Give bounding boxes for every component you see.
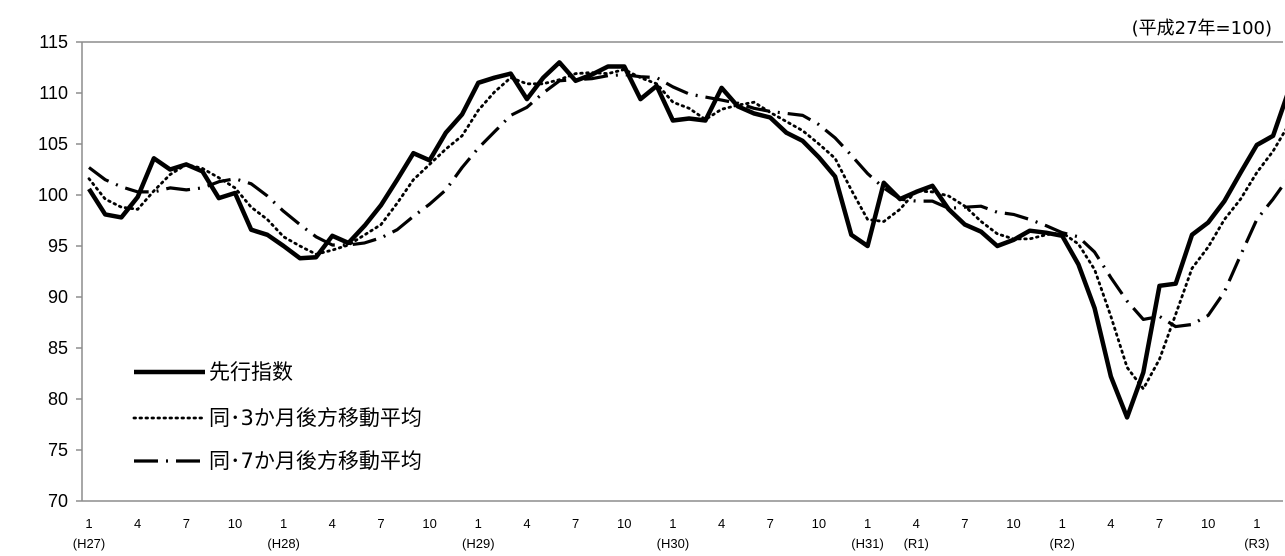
series-line-dotted: [87, 68, 1285, 391]
x-tick-label: 1: [475, 516, 482, 531]
x-tick-label: 4: [134, 516, 141, 531]
x-tick-label: 10: [228, 516, 242, 531]
x-tick-label: 7: [572, 516, 579, 531]
x-tick-label: 7: [183, 516, 190, 531]
plot-frame: [81, 41, 1283, 502]
x-era-label: (R3): [1244, 536, 1269, 551]
x-tick-label: 4: [329, 516, 336, 531]
x-era-label: (R2): [1050, 536, 1075, 551]
x-tick-label: 4: [718, 516, 725, 531]
x-tick-label: 10: [617, 516, 631, 531]
x-tick-label: 10: [1201, 516, 1215, 531]
x-axis: 1 4 7 10 1 4 7 10 1 4 7 10 1 4 7 10 1 4 7 10 1 4 7 10 1 (H27) (H28…: [73, 516, 1270, 551]
series-line-dashdot: [88, 72, 1285, 329]
y-tick-label: 100: [38, 185, 68, 205]
x-era-label: (R1): [904, 536, 929, 551]
x-era-label: (H30): [657, 536, 690, 551]
y-axis: 70 75 80 85 90 95 100 105 110 115: [38, 32, 82, 511]
x-tick-label: 4: [913, 516, 920, 531]
x-tick-label: 1: [85, 516, 92, 531]
x-tick-label: 4: [1107, 516, 1114, 531]
y-tick-label: 90: [48, 287, 68, 307]
x-era-label: (H27): [73, 536, 106, 551]
x-tick-label: 4: [523, 516, 530, 531]
x-tick-label: 1: [1253, 516, 1260, 531]
y-tick-label: 95: [48, 236, 68, 256]
x-era-label: (H29): [462, 536, 495, 551]
y-tick-label: 105: [38, 134, 68, 154]
x-era-label: (H28): [267, 536, 300, 551]
x-tick-label: 7: [1156, 516, 1163, 531]
x-tick-label: 1: [1059, 516, 1066, 531]
y-tick-label: 115: [39, 32, 68, 52]
y-tick-label: 80: [48, 389, 68, 409]
series-layer: [87, 60, 1285, 420]
x-tick-label: 1: [864, 516, 871, 531]
y-tick-label: 75: [48, 440, 68, 460]
x-tick-label: 1: [669, 516, 676, 531]
x-tick-label: 7: [767, 516, 774, 531]
x-tick-label: 1: [280, 516, 287, 531]
x-tick-label: 7: [377, 516, 384, 531]
x-tick-label: 10: [422, 516, 436, 531]
legend-label: 同･3か月後方移動平均: [209, 406, 422, 430]
x-era-label: (H31): [851, 536, 884, 551]
legend-label: 同･7か月後方移動平均: [209, 449, 422, 473]
y-tick-label: 110: [39, 83, 68, 103]
series-line-solid: [87, 60, 1285, 420]
y-tick-label: 70: [48, 491, 68, 511]
x-tick-label: 10: [1006, 516, 1020, 531]
unit-note: (平成27年=100): [1132, 18, 1272, 39]
x-tick-label: 10: [812, 516, 826, 531]
y-tick-label: 85: [48, 338, 68, 358]
legend-label: 先行指数: [209, 360, 293, 384]
x-tick-label: 7: [961, 516, 968, 531]
